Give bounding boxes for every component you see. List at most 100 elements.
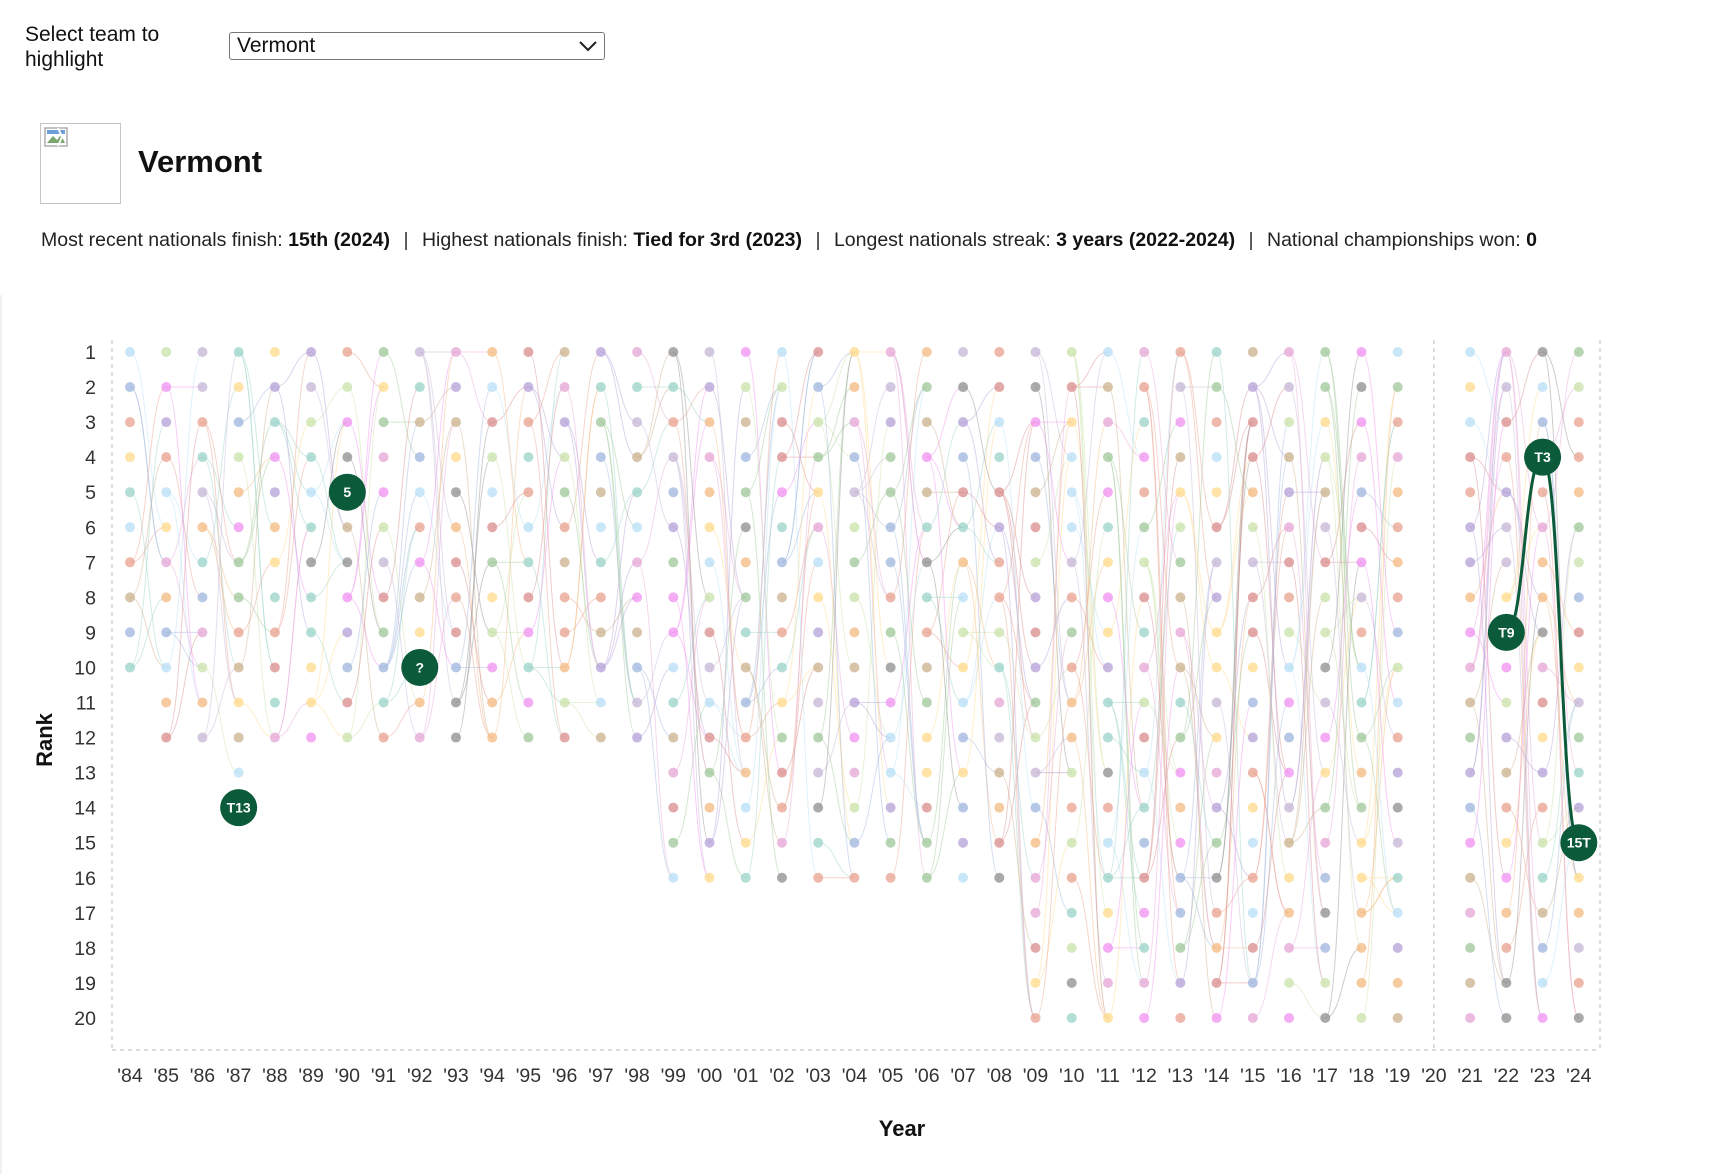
team-rank-dot (668, 697, 679, 708)
team-connector (1179, 561, 1218, 984)
team-rank-dot (1537, 697, 1548, 708)
team-connector (854, 421, 891, 598)
team-connector (962, 386, 1000, 668)
team-connector (1180, 491, 1217, 668)
team-connector (1035, 631, 1073, 879)
team-connector (1107, 737, 1145, 774)
team-connector (1143, 351, 1181, 879)
team-connector (781, 351, 819, 458)
team-rank-dot (668, 417, 679, 428)
team-rank-dot (378, 382, 389, 393)
highlight-badge-92[interactable] (401, 648, 439, 686)
team-rank-dot (1102, 592, 1113, 603)
team-connector (962, 421, 1000, 563)
team-rank-dot (595, 592, 606, 603)
team-rank-dot (523, 592, 534, 603)
team-connector (383, 526, 420, 703)
team-rank-dot (450, 557, 461, 568)
team-connector (926, 561, 964, 844)
team-rank-dot (1175, 907, 1186, 918)
team-connector (1035, 842, 1072, 984)
team-connector (564, 386, 602, 668)
team-rank-dot (306, 662, 317, 673)
team-rank-dot (1573, 1012, 1584, 1023)
team-connector (818, 421, 855, 458)
team-connector (201, 351, 240, 739)
team-rank-dot (1465, 767, 1476, 778)
team-connector (890, 491, 928, 703)
team-connector (1469, 386, 1507, 774)
team-connector (673, 596, 710, 774)
team-rank-dot (1573, 382, 1584, 393)
team-connector (1143, 421, 1181, 528)
team-connector (1143, 386, 1181, 914)
team-connector (1288, 456, 1326, 809)
team-select[interactable]: Vermont (229, 32, 605, 60)
team-connector (854, 737, 891, 844)
team-connector (709, 596, 746, 668)
x-tick-label: '93 (443, 1065, 468, 1087)
team-rank-dot (849, 487, 860, 498)
team-rank-dot (1247, 942, 1258, 953)
team-rank-dot (849, 452, 860, 463)
team-rank-dot (559, 557, 570, 568)
team-connector (346, 386, 384, 739)
team-rank-dot (306, 732, 317, 743)
team-rank-dot (1211, 347, 1222, 357)
team-connector (1324, 351, 1362, 739)
team-rank-dot (632, 417, 643, 428)
team-connector (1361, 561, 1399, 844)
team-rank-dot (1501, 837, 1512, 848)
team-rank-dot (1573, 942, 1584, 953)
team-connector (672, 351, 710, 844)
highlight-badge-24[interactable] (1560, 824, 1598, 862)
team-connector (1179, 666, 1218, 949)
team-rank-dot (1320, 487, 1331, 498)
team-rank-dot (1175, 522, 1186, 533)
team-connector (890, 772, 927, 809)
team-connector (491, 351, 529, 563)
team-connector (1179, 386, 1218, 914)
team-connector (1107, 456, 1145, 949)
team-connector (1361, 596, 1398, 739)
team-connector (1143, 666, 1181, 914)
team-rank-dot (885, 837, 896, 848)
team-rank-dot (1537, 662, 1548, 673)
team-rank-dot (1573, 417, 1584, 428)
y-tick-label: 20 (74, 1008, 96, 1030)
team-connector (636, 456, 674, 563)
team-rank-dot (487, 417, 498, 428)
team-rank-dot (1392, 522, 1403, 533)
team-rank-dot (1211, 417, 1222, 428)
team-connector (1324, 456, 1362, 844)
team-connector (1143, 561, 1181, 844)
team-connector (1470, 631, 1507, 703)
highlight-badge-90[interactable] (328, 473, 366, 511)
team-rank-dot (813, 522, 824, 533)
x-tick-label: '06 (914, 1065, 939, 1087)
highlight-badge-23[interactable] (1524, 438, 1562, 476)
team-rank-dot (1501, 487, 1512, 498)
team-rank-dot (1320, 872, 1331, 883)
team-rank-dot (1284, 662, 1295, 673)
team-connector (419, 351, 457, 703)
team-connector (890, 526, 928, 879)
team-rank-dot (523, 487, 534, 498)
team-rank-dot (1284, 522, 1295, 533)
highlight-badge-22[interactable] (1487, 613, 1525, 651)
team-rank-dot (233, 697, 244, 708)
team-rank-dot (921, 592, 932, 603)
team-rank-dot (1247, 977, 1258, 988)
team-rank-dot (740, 557, 751, 568)
team-connector (600, 421, 638, 528)
team-rank-dot (1392, 837, 1403, 848)
x-tick-label: '92 (407, 1065, 432, 1087)
team-rank-dot (1175, 592, 1186, 603)
team-rank-dot (1030, 592, 1041, 603)
team-rank-dot (668, 837, 679, 848)
team-rank-dot (921, 557, 932, 568)
team-connector (890, 351, 928, 563)
highlight-badge-87[interactable] (220, 789, 258, 827)
team-rank-dot (704, 592, 715, 603)
team-connector (310, 421, 348, 703)
